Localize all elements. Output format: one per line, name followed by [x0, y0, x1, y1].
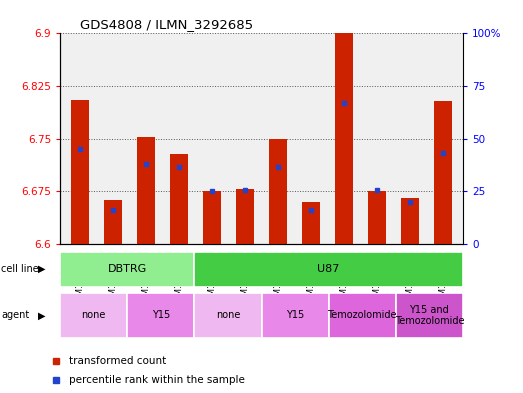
Bar	[434, 101, 452, 244]
Bar	[137, 137, 155, 244]
Bar	[60, 293, 127, 338]
Bar	[269, 138, 287, 244]
Text: DBTRG: DBTRG	[108, 264, 147, 274]
Bar	[127, 293, 195, 338]
Text: Temozolomide: Temozolomide	[327, 310, 397, 320]
Bar	[368, 191, 386, 244]
Text: Y15: Y15	[152, 310, 170, 320]
Text: Y15: Y15	[286, 310, 304, 320]
Bar	[60, 252, 195, 287]
Text: none: none	[82, 310, 106, 320]
Text: cell line: cell line	[1, 264, 39, 274]
Text: agent: agent	[1, 310, 29, 320]
Bar	[195, 252, 463, 287]
Bar	[401, 198, 419, 244]
Text: transformed count: transformed count	[69, 356, 166, 366]
Bar	[195, 293, 262, 338]
Bar	[203, 191, 221, 244]
Bar	[170, 154, 188, 244]
Bar	[335, 33, 353, 244]
Bar	[236, 189, 254, 244]
Text: U87: U87	[317, 264, 340, 274]
Text: GDS4808 / ILMN_3292685: GDS4808 / ILMN_3292685	[81, 18, 254, 31]
Text: ▶: ▶	[38, 310, 45, 320]
Text: Y15 and
Temozolomide: Y15 and Temozolomide	[394, 305, 464, 326]
Text: none: none	[216, 310, 240, 320]
Bar	[71, 100, 89, 244]
Bar	[302, 202, 320, 244]
Bar	[328, 293, 396, 338]
Bar	[262, 293, 328, 338]
Bar	[396, 293, 463, 338]
Text: ▶: ▶	[38, 264, 45, 274]
Text: percentile rank within the sample: percentile rank within the sample	[69, 375, 245, 386]
Bar	[104, 200, 122, 244]
